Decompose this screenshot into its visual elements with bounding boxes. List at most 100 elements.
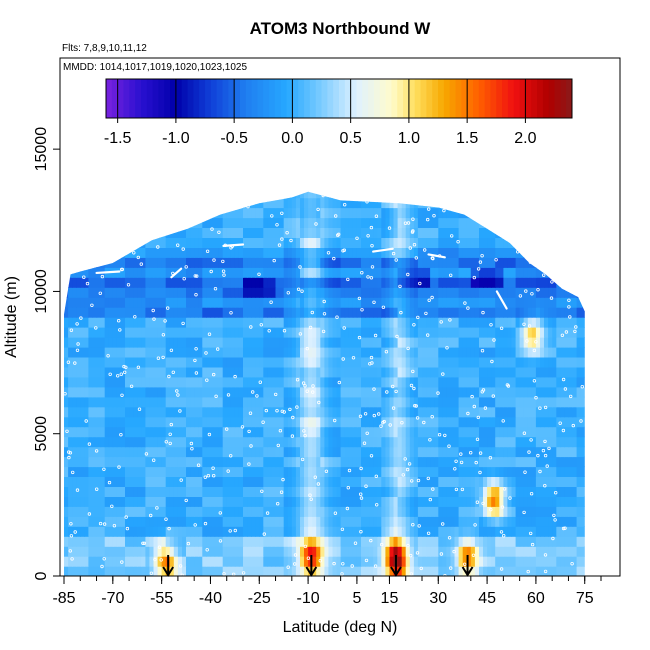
heat-cell — [141, 506, 146, 517]
heat-cell — [328, 366, 334, 378]
heat-cell — [458, 446, 464, 458]
heat-cell — [572, 277, 578, 288]
heat-cell — [401, 317, 407, 328]
heat-cell — [259, 496, 264, 507]
heat-cell — [84, 197, 89, 209]
heat-cell — [487, 346, 492, 358]
heat-cell — [145, 317, 151, 328]
heat-cell — [417, 466, 423, 477]
heat-cell — [491, 416, 496, 428]
heat-cell — [112, 386, 118, 398]
heat-cell — [198, 536, 203, 547]
heat-cell — [72, 546, 77, 557]
heat-cell — [515, 466, 521, 477]
heat-cell — [108, 386, 114, 398]
heat-cell — [409, 207, 415, 219]
heat-cell — [92, 327, 98, 338]
heat-cell — [312, 317, 317, 328]
heat-cell — [393, 297, 399, 308]
heat-cell — [487, 297, 492, 308]
heat-cell — [576, 506, 582, 517]
heat-cell — [316, 556, 321, 567]
heat-cell — [104, 247, 110, 258]
heat-cell — [356, 307, 362, 318]
heat-cell — [275, 496, 281, 507]
heat-cell — [267, 456, 273, 468]
heat-cell — [556, 476, 561, 487]
heat-cell — [202, 337, 207, 348]
heat-cell — [316, 277, 321, 288]
heat-cell — [230, 376, 236, 388]
heat-cell — [548, 546, 553, 557]
heat-cell — [377, 277, 382, 288]
heat-cell — [145, 267, 151, 278]
heat-cell — [491, 396, 496, 408]
heat-cell — [96, 197, 102, 209]
heat-cell — [519, 436, 525, 448]
heat-cell — [116, 217, 122, 228]
heat-cell — [556, 426, 561, 438]
heat-cell — [190, 426, 195, 438]
heat-cell — [308, 446, 313, 458]
heat-cell — [96, 476, 102, 487]
heat-cell — [438, 277, 443, 288]
heat-cell — [308, 257, 313, 268]
heat-cell — [487, 406, 492, 418]
heat-cell — [161, 207, 167, 219]
heat-cell — [430, 356, 435, 368]
heat-cell — [255, 466, 260, 477]
heat-cell — [503, 396, 509, 408]
heat-cell — [108, 516, 114, 527]
heat-cell — [479, 376, 484, 388]
heat-cell — [495, 536, 500, 547]
heat-cell — [462, 376, 468, 388]
heat-cell — [352, 257, 358, 268]
heat-cell — [556, 337, 561, 348]
heat-cell — [535, 207, 541, 219]
heat-cell — [80, 356, 85, 368]
heat-cell — [300, 197, 305, 209]
heat-cell — [556, 496, 561, 507]
heat-cell — [332, 197, 338, 209]
heat-cell — [381, 307, 386, 318]
heat-cell — [104, 496, 110, 507]
heat-cell — [173, 356, 179, 368]
heat-cell — [304, 506, 309, 517]
heat-cell — [531, 227, 537, 238]
heat-cell — [527, 267, 533, 278]
heat-cell — [202, 536, 207, 547]
heat-cell — [108, 327, 114, 338]
heat-cell — [153, 536, 159, 547]
heat-cell — [422, 556, 427, 567]
heat-cell — [336, 466, 342, 477]
heat-cell — [145, 197, 151, 209]
heat-cell — [173, 197, 179, 209]
heat-cell — [291, 496, 297, 507]
heat-cell — [72, 436, 77, 448]
heat-cell — [430, 337, 435, 348]
heat-cell — [483, 297, 488, 308]
heat-cell — [108, 317, 114, 328]
heat-cell — [324, 277, 330, 288]
heat-cell — [182, 307, 187, 318]
heat-cell — [544, 526, 549, 537]
heat-cell — [552, 556, 557, 567]
heat-cell — [560, 416, 565, 428]
heat-cell — [104, 217, 110, 228]
heat-cell — [487, 376, 492, 388]
heat-cell — [88, 327, 94, 338]
heat-cell — [173, 376, 179, 388]
heat-cell — [72, 207, 77, 219]
heat-cell — [324, 456, 330, 468]
heat-cell — [479, 337, 484, 348]
heat-cell — [96, 386, 102, 398]
heat-cell — [352, 207, 358, 219]
heat-cell — [426, 217, 431, 228]
heat-cell — [458, 267, 464, 278]
heat-cell — [300, 446, 305, 458]
heat-cell — [576, 566, 582, 576]
heat-cell — [275, 396, 281, 408]
heat-cell — [361, 536, 366, 547]
heat-cell — [222, 526, 228, 537]
heat-cell — [312, 257, 317, 268]
